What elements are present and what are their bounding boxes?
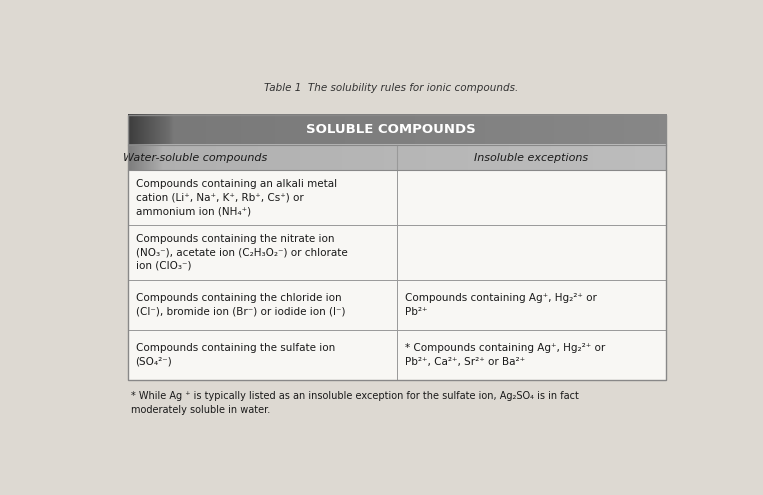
Text: Compounds containing the chloride ion
(Cl⁻), bromide ion (Br⁻) or iodide ion (I⁻: Compounds containing the chloride ion (C…	[136, 293, 345, 317]
Text: Compounds containing the sulfate ion
(SO₄²⁻): Compounds containing the sulfate ion (SO…	[136, 343, 335, 367]
Text: Compounds containing Ag⁺, Hg₂²⁺ or
Pb²⁺: Compounds containing Ag⁺, Hg₂²⁺ or Pb²⁺	[404, 293, 597, 317]
Bar	[128, 280, 666, 330]
Text: Water-soluble compounds: Water-soluble compounds	[123, 153, 267, 163]
Text: SOLUBLE COMPOUNDS: SOLUBLE COMPOUNDS	[306, 123, 476, 137]
Bar	[128, 330, 666, 380]
Text: Table 1  The solubility rules for ionic compounds.: Table 1 The solubility rules for ionic c…	[264, 83, 518, 93]
Text: * Compounds containing Ag⁺, Hg₂²⁺ or
Pb²⁺, Ca²⁺, Sr²⁺ or Ba²⁺: * Compounds containing Ag⁺, Hg₂²⁺ or Pb²…	[404, 343, 605, 367]
Text: Insoluble exceptions: Insoluble exceptions	[475, 153, 588, 163]
Text: Compounds containing an alkali metal
cation (Li⁺, Na⁺, K⁺, Rb⁺, Cs⁺) or
ammonium: Compounds containing an alkali metal cat…	[136, 179, 336, 216]
Bar	[128, 115, 666, 380]
Bar	[128, 170, 666, 225]
Text: * While Ag ⁺ is typically listed as an insoluble exception for the sulfate ion, : * While Ag ⁺ is typically listed as an i…	[131, 391, 578, 415]
Bar	[128, 225, 666, 280]
Bar	[128, 115, 666, 380]
Text: Compounds containing the nitrate ion
(NO₃⁻), acetate ion (C₂H₃O₂⁻) or chlorate
i: Compounds containing the nitrate ion (NO…	[136, 234, 347, 271]
